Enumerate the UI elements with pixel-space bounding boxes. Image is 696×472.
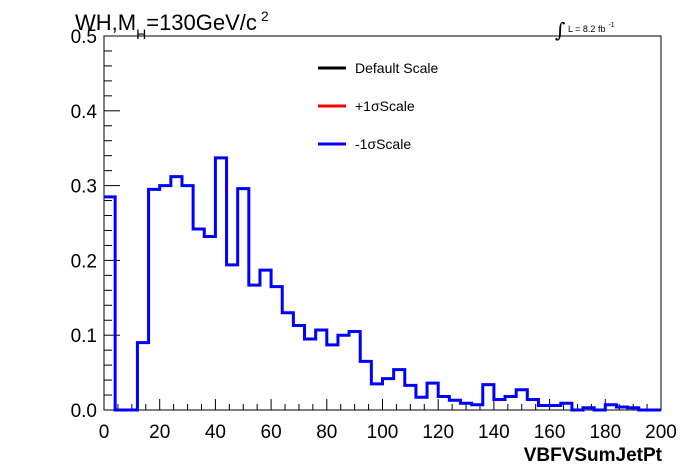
- y-tick-label: 0.0: [71, 401, 97, 422]
- y-tick-label: 0.5: [71, 27, 97, 48]
- y-tick-label: 0.2: [71, 251, 97, 272]
- legend-label: Default Scale: [355, 60, 438, 76]
- y-axis: 0.0 0.1 0.2 0.3 0.4 0.5: [71, 27, 120, 422]
- legend: Default Scale +1σScale -1σScale: [318, 60, 438, 152]
- title-rest: =130GeV/c: [146, 10, 257, 35]
- x-tick-label: 40: [205, 422, 226, 443]
- x-axis-label: VBFVSumJetPt: [524, 445, 663, 466]
- x-tick-label: 180: [589, 422, 621, 443]
- x-tick-label: 60: [261, 422, 282, 443]
- lumi-superscript: -1: [608, 22, 614, 29]
- legend-label: -1σScale: [355, 136, 411, 152]
- x-tick-label: 140: [478, 422, 510, 443]
- y-tick-label: 0.3: [71, 177, 97, 198]
- title-superscript: 2: [261, 8, 269, 24]
- title-subscript: H: [136, 26, 146, 42]
- lumi-text: L = 8.2 fb: [568, 24, 605, 34]
- x-tick-label: 120: [422, 422, 454, 443]
- x-tick-label: 100: [367, 422, 399, 443]
- x-tick-label: 0: [99, 422, 110, 443]
- series-step-line: [104, 156, 661, 412]
- legend-label: +1σScale: [355, 98, 415, 114]
- x-tick-label: 160: [534, 422, 566, 443]
- y-tick-label: 0.4: [71, 102, 98, 123]
- x-tick-label: 80: [316, 422, 337, 443]
- lumi-label: L = 8.2 fb -1: [568, 22, 615, 34]
- chart-title: WH,MH=130GeV/c 2: [75, 8, 269, 42]
- x-axis: 0 20 40 60 80 100 120 140 160 180 200: [99, 399, 677, 443]
- x-tick-label: 200: [645, 422, 677, 443]
- lumi-integral-symbol: ∫: [555, 18, 565, 42]
- x-tick-label: 20: [149, 422, 170, 443]
- series-layer: [104, 156, 661, 412]
- y-tick-label: 0.1: [71, 326, 97, 347]
- title-main: WH,M: [75, 10, 136, 35]
